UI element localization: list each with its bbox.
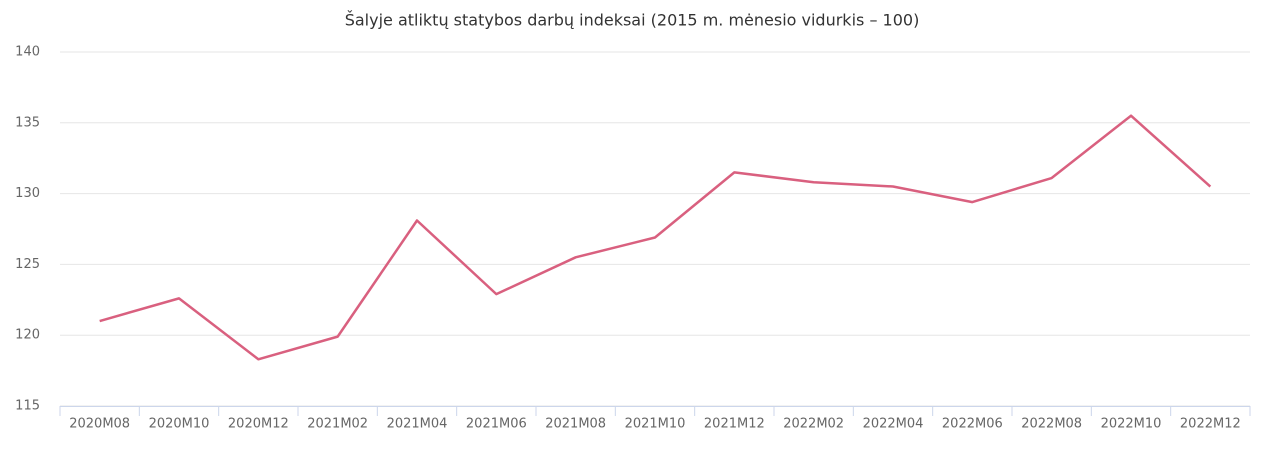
- x-tick-label: 2020M10: [149, 417, 210, 432]
- x-tick-label: 2022M02: [783, 417, 844, 432]
- x-tick-label: 2022M12: [1180, 417, 1241, 432]
- x-tick-label: 2022M04: [863, 417, 924, 432]
- x-tick-label: 2020M12: [228, 417, 289, 432]
- y-tick-label: 125: [15, 257, 40, 272]
- x-tick-label: 2021M04: [387, 417, 448, 432]
- data-line: [99, 114, 1212, 361]
- x-tick-label: 2020M08: [69, 417, 130, 432]
- x-tick-label: 2021M02: [307, 417, 368, 432]
- y-tick-label: 140: [15, 45, 40, 60]
- chart-title: Šalyje atliktų statybos darbų indeksai (…: [345, 11, 920, 30]
- x-tick-label: 2022M06: [942, 417, 1003, 432]
- x-tick-label: 2021M06: [466, 417, 527, 432]
- x-tick-label: 2021M12: [704, 417, 765, 432]
- x-tick-label: 2021M08: [545, 417, 606, 432]
- x-tick-label: 2022M08: [1021, 417, 1082, 432]
- x-tick-label: 2022M10: [1101, 417, 1162, 432]
- y-tick-label: 115: [15, 399, 40, 414]
- y-tick-label: 120: [15, 328, 40, 343]
- y-tick-label: 135: [15, 115, 40, 130]
- x-tick-label: 2021M10: [625, 417, 686, 432]
- y-tick-label: 130: [15, 186, 40, 201]
